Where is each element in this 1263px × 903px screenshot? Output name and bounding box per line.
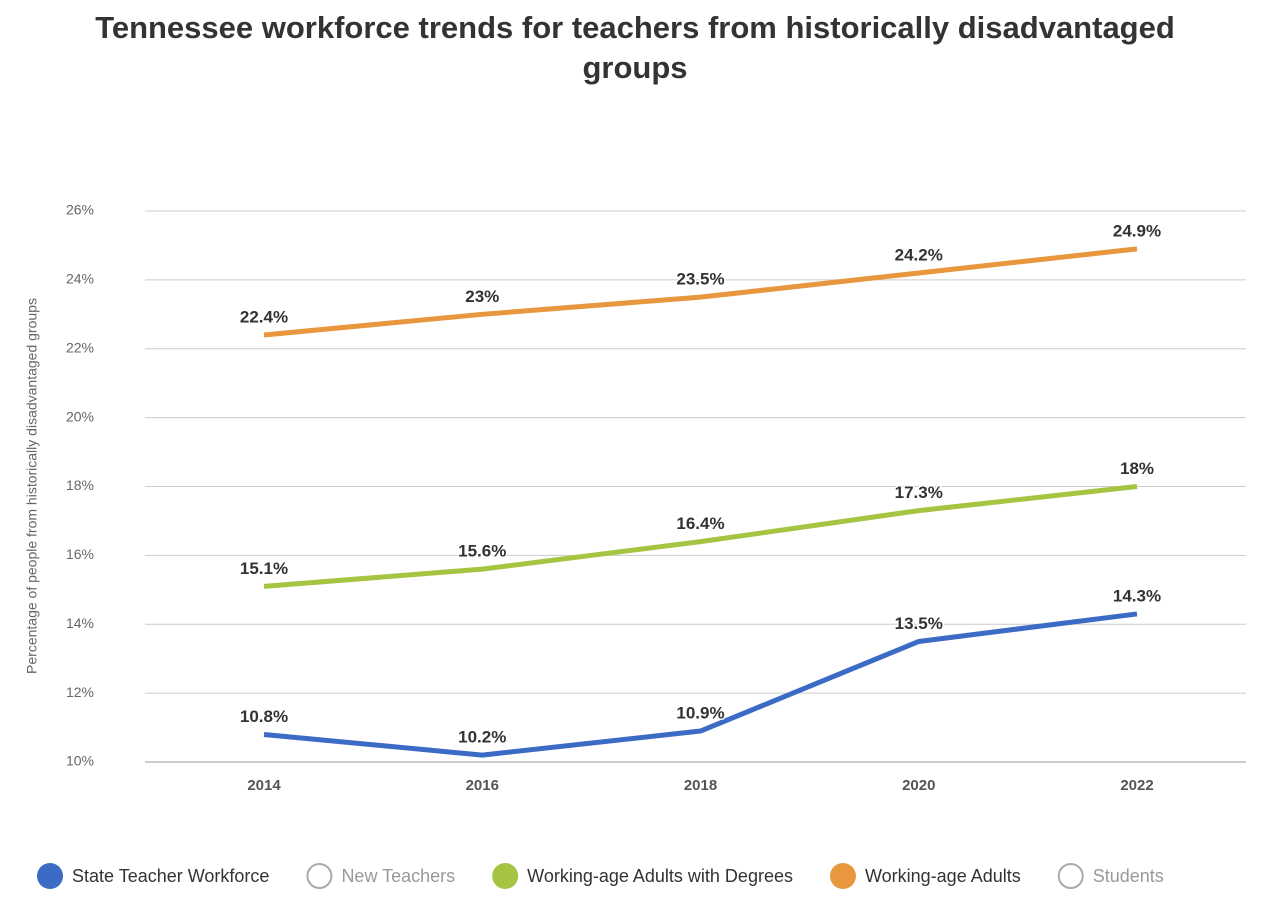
series-line (263, 484, 1138, 589)
data-label: 17.3% (895, 483, 943, 502)
data-label: 10.8% (240, 707, 288, 726)
legend-label: New Teachers (341, 866, 455, 886)
x-tick-label: 2016 (466, 777, 499, 794)
legend-marker (492, 863, 519, 889)
x-tick-label: 2020 (902, 777, 935, 794)
y-tick-label: 22% (66, 339, 94, 355)
legend-label: Working-age Adults with Degrees (527, 866, 793, 886)
x-tick-label: 2022 (1120, 777, 1153, 794)
data-label: 24.2% (895, 245, 943, 264)
data-label: 14.3% (1113, 586, 1161, 605)
legend-label: Working-age Adults (865, 866, 1021, 886)
data-label: 15.6% (458, 542, 506, 561)
y-tick-label: 24% (66, 271, 94, 287)
data-label: 23.5% (676, 270, 724, 289)
data-label: 13.5% (895, 614, 943, 633)
data-label: 24.9% (1113, 221, 1161, 240)
data-label: 15.1% (240, 559, 288, 578)
legend-marker (1057, 863, 1084, 889)
y-tick-label: 14% (66, 615, 94, 631)
data-label: 10.9% (676, 703, 724, 722)
data-label: 23% (465, 287, 499, 306)
legend-label: Students (1093, 866, 1164, 886)
data-label: 10.2% (458, 728, 506, 747)
series-line (263, 611, 1138, 758)
y-tick-label: 26% (66, 202, 94, 218)
legend-label: State Teacher Workforce (72, 866, 269, 886)
y-tick-label: 12% (66, 684, 94, 700)
y-tick-label: 16% (66, 546, 94, 562)
y-tick-label: 10% (66, 753, 94, 769)
legend-marker (306, 863, 333, 889)
data-label: 18% (1120, 459, 1154, 478)
legend-marker (37, 863, 63, 889)
x-tick-label: 2018 (684, 777, 717, 794)
data-label: 16.4% (676, 514, 724, 533)
legend-marker (829, 863, 856, 889)
y-tick-label: 20% (66, 408, 94, 424)
data-label: 22.4% (240, 307, 288, 326)
y-tick-label: 18% (66, 477, 94, 493)
series-line (263, 246, 1138, 338)
chart-title: Tennessee workforce trends for teachers … (95, 10, 1175, 85)
y-axis-label: Percentage of people from historically d… (24, 298, 40, 674)
x-tick-label: 2014 (247, 777, 281, 794)
